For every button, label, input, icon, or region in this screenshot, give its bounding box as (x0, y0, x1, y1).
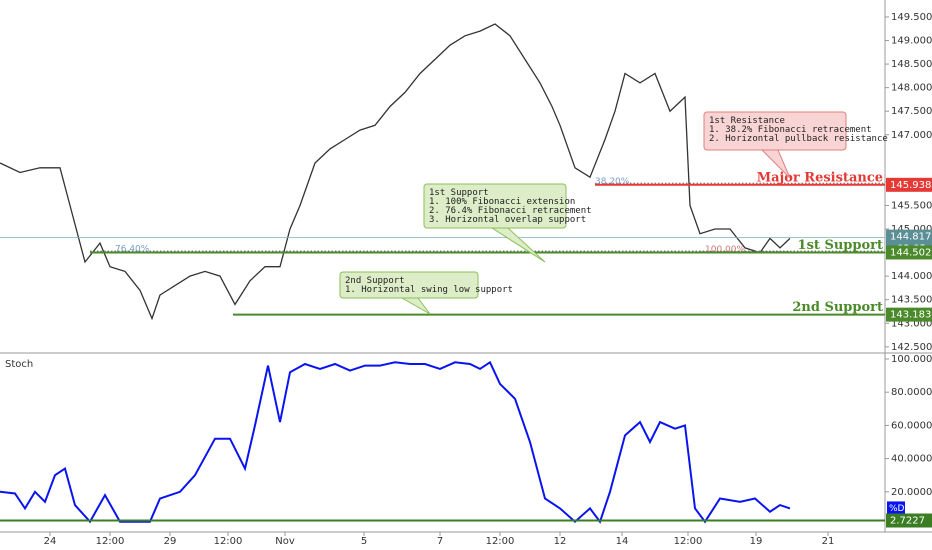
level-value-box (886, 307, 932, 322)
level-name: 2nd Support (792, 300, 883, 315)
fib-label: 38.20% (595, 177, 630, 187)
price-line (0, 23, 791, 321)
x-tick-label: 29 (164, 536, 177, 547)
level-value-label: 143.183 (890, 310, 931, 321)
callout-text: 1st Resistance (709, 116, 785, 126)
x-tick-label: 12:00 (674, 536, 703, 547)
x-tick-label: 12:00 (96, 536, 125, 547)
x-tick-label: 19 (750, 536, 763, 547)
callout-text: 1. Horizontal swing low support (345, 285, 513, 295)
callout-text: 1. 38.2% Fibonacci retracement (709, 125, 872, 135)
y-tick-label: 20.0000 (891, 487, 932, 498)
level-value-box (886, 245, 932, 260)
series-label-box (887, 501, 905, 516)
callout-box (703, 111, 847, 151)
y-tick-label: 80.0000 (891, 387, 932, 398)
stoch-value-box (886, 513, 932, 528)
level-name: 1st Support (798, 238, 883, 253)
y-tick-label: 40.0000 (891, 454, 932, 465)
y-tick-label: 149.000 (891, 36, 932, 47)
x-tick-label: 14 (616, 536, 629, 547)
y-tick-label: 148.500 (891, 59, 932, 70)
y-tick-label: 143.500 (891, 295, 932, 306)
fib-label: 76.40% (115, 245, 150, 255)
x-tick-label: 7 (437, 536, 443, 547)
series-name: %D (889, 504, 905, 514)
y-tick-label: 143.000 (891, 318, 932, 329)
level-name: Major Resistance (757, 170, 883, 185)
callout-text: 1. 100% Fibonacci extension (429, 197, 575, 207)
x-tick-label: 24 (44, 536, 57, 547)
level-value-label: 144.502 (890, 247, 931, 258)
y-tick-label: 144.000 (891, 271, 932, 282)
pane-title: Stoch (5, 359, 33, 370)
x-tick-label: 5 (361, 536, 367, 547)
y-tick-label: 60.0000 (891, 420, 932, 431)
y-tick-label: 100.0000 (891, 354, 932, 365)
y-tick-label: 147.000 (891, 130, 932, 141)
x-tick-label: 12:00 (214, 536, 243, 547)
callout-text: 2. Horizontal pullback resistance (709, 134, 888, 144)
y-tick-label: 145.500 (891, 200, 932, 211)
fib-label: 100.00% (705, 245, 745, 255)
y-tick-label: 149.500 (891, 12, 932, 23)
y-tick-label: 147.500 (891, 106, 932, 117)
y-tick-label: 142.500 (891, 342, 932, 353)
y-tick-label: 148.000 (891, 83, 932, 94)
x-tick-label: 12 (554, 536, 567, 547)
callout-box (339, 271, 479, 299)
last-price-label: 144.817 (890, 232, 931, 243)
callout-text: 2nd Support (345, 276, 405, 286)
x-tick-label: Nov (275, 536, 295, 547)
x-tick-label: 12:00 (486, 536, 515, 547)
y-tick-label: 145.000 (891, 224, 932, 235)
callout-text: 3. Horizontal overlap support (429, 215, 586, 225)
stoch-value-label: 2.7227 (890, 516, 925, 527)
price-line (0, 360, 791, 524)
x-tick-label: 21 (822, 536, 835, 547)
callout-box (423, 183, 567, 229)
callout-text: 2. 76.4% Fibonacci retracement (429, 206, 592, 216)
level-value-label: 145.938 (890, 180, 931, 191)
callout-text: 1st Support (429, 188, 489, 198)
level-value-box (886, 177, 932, 192)
